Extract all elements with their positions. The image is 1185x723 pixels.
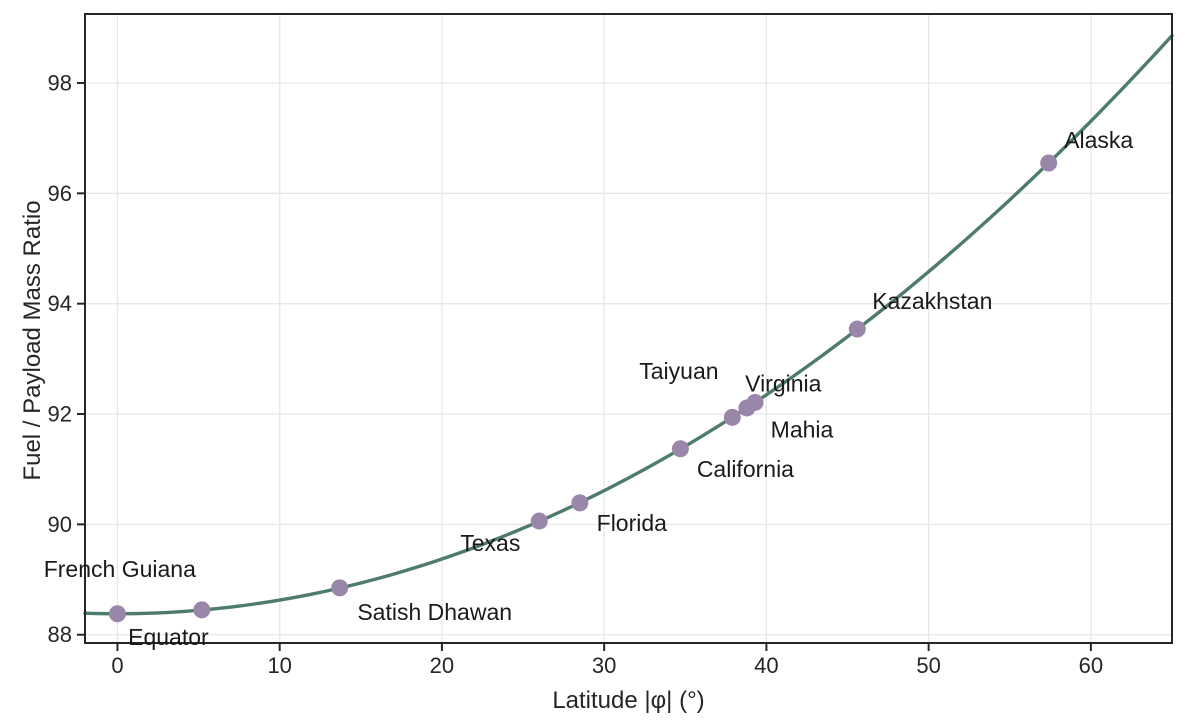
x-tick-label-20: 20 — [430, 653, 454, 678]
site-marker-virginia — [723, 408, 741, 426]
gridlines — [85, 14, 1172, 643]
site-marker-kazakhstan — [848, 320, 866, 338]
x-tick-label-50: 50 — [916, 653, 940, 678]
site-marker-texas — [530, 512, 548, 530]
y-tick-label-92: 92 — [48, 402, 72, 427]
x-tick-label-40: 40 — [754, 653, 778, 678]
x-tick-label-60: 60 — [1079, 653, 1103, 678]
x-tick-label-0: 0 — [111, 653, 123, 678]
site-label-french-guiana: French Guiana — [44, 556, 196, 582]
y-tick-label-88: 88 — [48, 622, 72, 647]
site-markers — [108, 154, 1058, 623]
site-label-texas: Texas — [460, 530, 520, 556]
x-axis-label: Latitude |φ| (°) — [552, 687, 704, 714]
site-label-florida: Florida — [597, 510, 668, 536]
site-label-taiyuan: Taiyuan — [639, 358, 718, 384]
x-tick-label-30: 30 — [592, 653, 616, 678]
site-marker-california — [671, 440, 689, 458]
y-axis-label: Fuel / Payload Mass Ratio — [19, 200, 46, 480]
site-marker-french-guiana — [193, 601, 211, 619]
x-tick-label-10: 10 — [267, 653, 291, 678]
site-marker-satish-dhawan — [331, 579, 349, 597]
trend-curve — [83, 33, 1174, 616]
site-marker-mahia — [746, 393, 764, 411]
site-label-california: California — [697, 456, 794, 482]
y-tick-label-98: 98 — [48, 70, 72, 95]
tick-marks — [77, 81, 1092, 651]
site-label-equator: Equator — [128, 624, 209, 650]
y-tick-label-94: 94 — [48, 291, 72, 316]
site-label-alaska: Alaska — [1064, 127, 1133, 153]
site-label-mahia: Mahia — [771, 416, 834, 442]
site-label-satish-dhawan: Satish Dhawan — [357, 599, 512, 625]
site-marker-florida — [571, 494, 589, 512]
plot-border — [84, 13, 1173, 644]
y-tick-label-96: 96 — [48, 181, 72, 206]
y-tick-label-90: 90 — [48, 512, 72, 537]
site-label-virginia: Virginia — [745, 370, 821, 396]
site-marker-alaska — [1040, 154, 1058, 172]
site-marker-equator — [108, 605, 126, 623]
site-label-kazakhstan: Kazakhstan — [872, 288, 992, 314]
